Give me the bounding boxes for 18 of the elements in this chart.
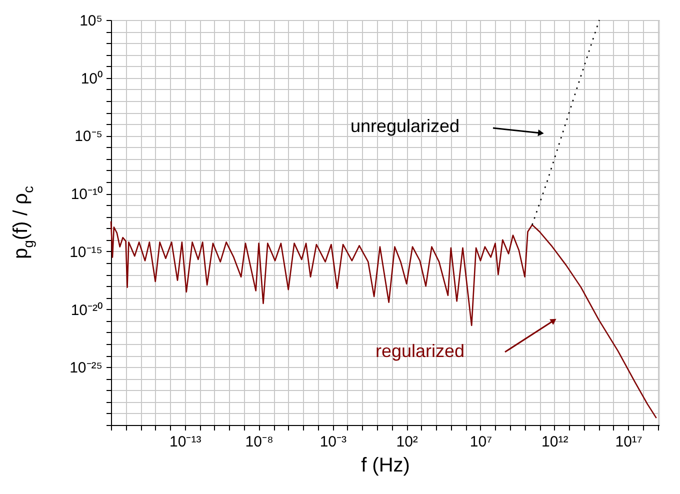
x-tick-label: 10⁷ <box>470 434 492 450</box>
x-tick-label: 10⁻⁸ <box>245 434 274 450</box>
y-tick-label: 10⁻⁵ <box>74 128 102 146</box>
x-tick-label: 10¹² <box>542 434 568 450</box>
x-tick-label: 10⁻¹³ <box>170 434 202 450</box>
y-tick-label: 10⁻²⁰ <box>70 302 102 319</box>
x-tick-label: 10⁻³ <box>320 434 347 450</box>
annotation: regularized <box>375 341 465 361</box>
y-tick-label: 10⁻¹⁰ <box>70 186 102 204</box>
x-tick-label: 10¹⁷ <box>615 434 642 450</box>
annotation: unregularized <box>350 116 460 136</box>
y-tick-label: 10⁻²⁵ <box>70 360 102 377</box>
y-tick-label: 10⁵ <box>80 12 102 30</box>
y-axis-title: pg(f) / ρc <box>10 186 36 260</box>
y-tick-label: 10⁰ <box>80 70 102 88</box>
x-tick-label: 10² <box>396 434 418 450</box>
y-tick-label: 10⁻¹⁵ <box>70 244 102 261</box>
x-axis-title: f (Hz) <box>361 454 410 476</box>
